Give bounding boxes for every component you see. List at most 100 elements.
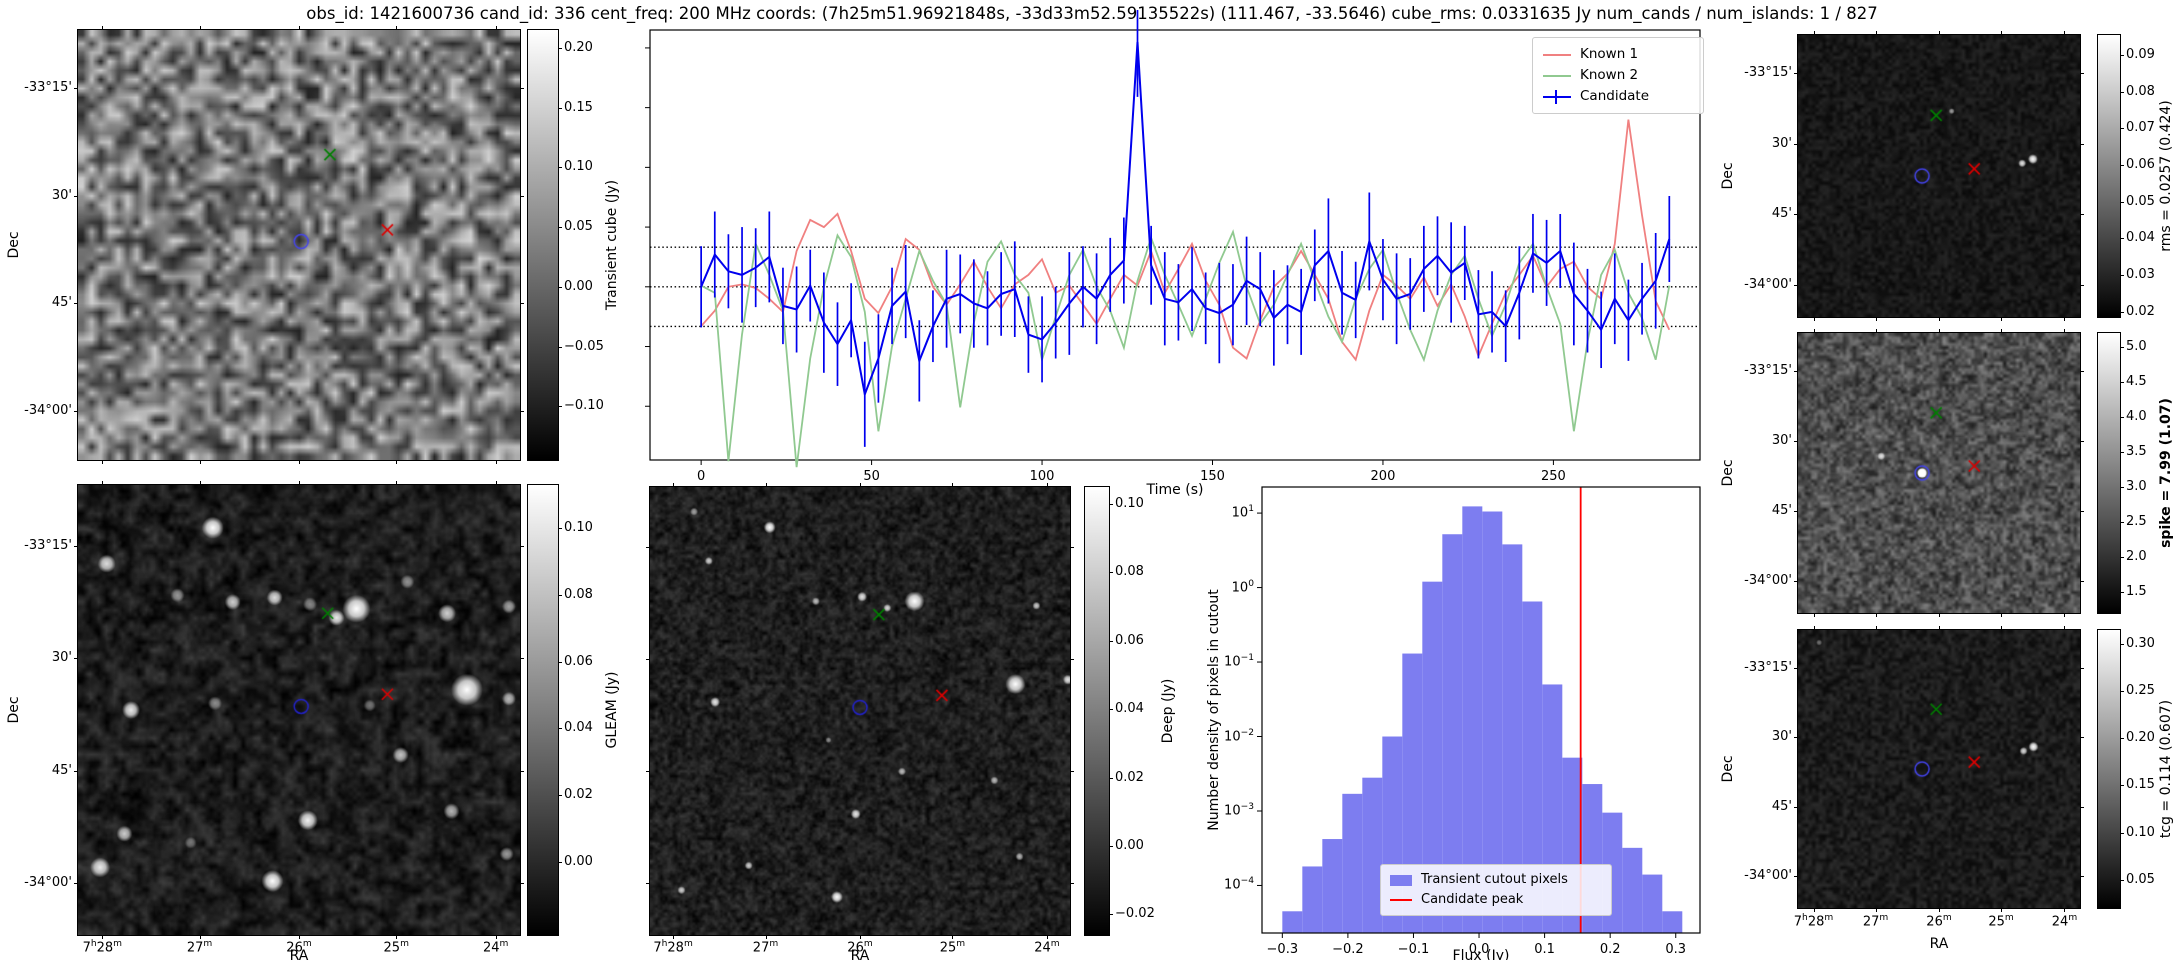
lightcurve-frame — [649, 29, 1701, 461]
ra-tick-label: 7h28m — [653, 939, 693, 956]
dec-tick-label: 45' — [1771, 206, 1792, 222]
ra-tick — [2064, 329, 2066, 333]
ra-tick — [1813, 626, 1815, 630]
legend-label: Candidate — [1580, 88, 1650, 104]
colorbar-tick — [558, 227, 562, 229]
ra-tick — [1813, 613, 1815, 617]
dec-tick-label: -34°00' — [24, 402, 72, 418]
ra-tick-label: 26m — [1926, 913, 1952, 930]
histogram-bar — [1482, 511, 1503, 933]
ra-tick — [2001, 31, 2003, 35]
ra-tick — [1875, 908, 1877, 912]
ra-tick — [1939, 908, 1940, 912]
ra-tick — [396, 460, 398, 464]
ra-tick-label: 27m — [1862, 913, 1889, 930]
lightcurve-xlabel: Time (s) — [1146, 482, 1204, 498]
colorbar-tick — [558, 167, 562, 169]
colorbar-tick — [2120, 55, 2124, 57]
dec-tick — [646, 547, 650, 549]
histogram-bar — [1642, 874, 1663, 933]
dec-tick — [520, 88, 524, 90]
colorbar-tick — [558, 861, 562, 863]
ra-tick — [952, 935, 954, 939]
colorbar-tick-label: 0.02 — [564, 787, 593, 802]
rms-colorbar — [2097, 34, 2121, 318]
colorbar-tick — [2120, 382, 2124, 383]
colorbar-tick-label: 0.05 — [564, 219, 593, 235]
colorbar-tick-label: 0.03 — [2126, 266, 2155, 282]
legend-item-known1: Known 1 — [1543, 44, 1693, 65]
dec-tick — [2080, 876, 2084, 878]
dec-tick — [1070, 771, 1074, 773]
colorbar-tick-label: −0.05 — [564, 338, 604, 354]
transient-cube-colorbar — [527, 29, 559, 461]
ra-tick — [860, 483, 861, 487]
colorbar-tick-label: 0.04 — [2126, 230, 2155, 246]
dec-tick — [1794, 143, 1798, 145]
dec-tick — [2080, 580, 2084, 582]
legend-item-candidate-peak: Candidate peak — [1390, 890, 1602, 910]
colorbar-tick — [2120, 785, 2124, 787]
histogram-patch-swatch — [1390, 873, 1412, 887]
colorbar-tick-label: 0.10 — [1115, 496, 1144, 512]
dec-tick-label: 45' — [1771, 502, 1792, 518]
dec-tick-label: 30' — [51, 187, 72, 203]
x-tick-label: −0.3 — [1267, 942, 1299, 957]
gleam-colorbar-label: GLEAM (Jy) — [604, 671, 620, 749]
transient-cube-image — [78, 30, 520, 460]
ra-tick — [1813, 31, 1815, 35]
dec-tick-label: -33°15' — [1744, 65, 1792, 81]
ra-tick-label: 26m — [286, 939, 312, 956]
histogram-bar — [1522, 601, 1543, 933]
tcg-colorbar-label: tcg = 0.114 (0.607) — [2158, 699, 2174, 839]
histogram-bar — [1302, 866, 1323, 933]
colorbar-tick — [2120, 691, 2124, 693]
colorbar-tick-label: 0.05 — [2126, 193, 2155, 209]
dec-tick-label: 45' — [51, 762, 72, 778]
dec-tick-label: -33°15' — [1744, 362, 1792, 378]
dec-tick-label: 30' — [1771, 432, 1792, 448]
ra-tick — [673, 935, 675, 939]
histogram-bar — [1462, 506, 1483, 933]
ra-tick — [1046, 935, 1048, 939]
ra-tick — [673, 483, 675, 487]
dec-tick — [520, 195, 524, 197]
colorbar-tick — [558, 47, 562, 49]
colorbar-tick — [1109, 572, 1113, 574]
dec-tick-label: -34°00' — [24, 875, 72, 891]
ra-tick — [2064, 31, 2066, 35]
colorbar-tick-label: 3.0 — [2126, 479, 2147, 494]
known1-line — [700, 119, 1671, 362]
dec-axis-label: Dec — [6, 696, 22, 724]
legend-label: Candidate peak — [1421, 892, 1524, 907]
ra-tick — [1939, 613, 1940, 617]
known1-line-swatch — [1543, 48, 1571, 62]
ra-tick — [2064, 908, 2066, 912]
dec-tick-label: -34°00' — [1744, 868, 1792, 884]
dec-tick — [520, 770, 524, 772]
dec-tick-label: 30' — [1771, 135, 1792, 151]
tcg-colorbar — [2097, 629, 2121, 909]
x-tick-label: 0.3 — [1665, 942, 1686, 957]
y-tick-label: 10−3 — [1224, 801, 1254, 819]
candidate-errorbar-swatch — [1543, 89, 1571, 104]
x-tick-label: 50 — [863, 469, 880, 484]
colorbar-tick — [2120, 592, 2124, 593]
x-tick-label: −0.2 — [1332, 942, 1364, 957]
ra-tick-label: 24m — [482, 939, 509, 956]
colorbar-tick — [558, 528, 562, 530]
legend-item-known2: Known 2 — [1543, 65, 1693, 86]
colorbar-tick — [1109, 914, 1113, 916]
colorbar-tick — [2120, 557, 2124, 558]
ra-tick — [102, 460, 104, 464]
dec-tick — [520, 410, 524, 412]
colorbar-tick — [558, 795, 562, 796]
colorbar-tick — [2120, 201, 2124, 203]
colorbar-tick-label: 0.09 — [2126, 47, 2155, 63]
colorbar-tick-label: 0.06 — [1115, 632, 1144, 648]
ra-tick — [765, 935, 767, 939]
ra-tick — [1939, 626, 1940, 630]
ra-tick — [1875, 317, 1877, 321]
colorbar-tick — [2120, 879, 2124, 881]
